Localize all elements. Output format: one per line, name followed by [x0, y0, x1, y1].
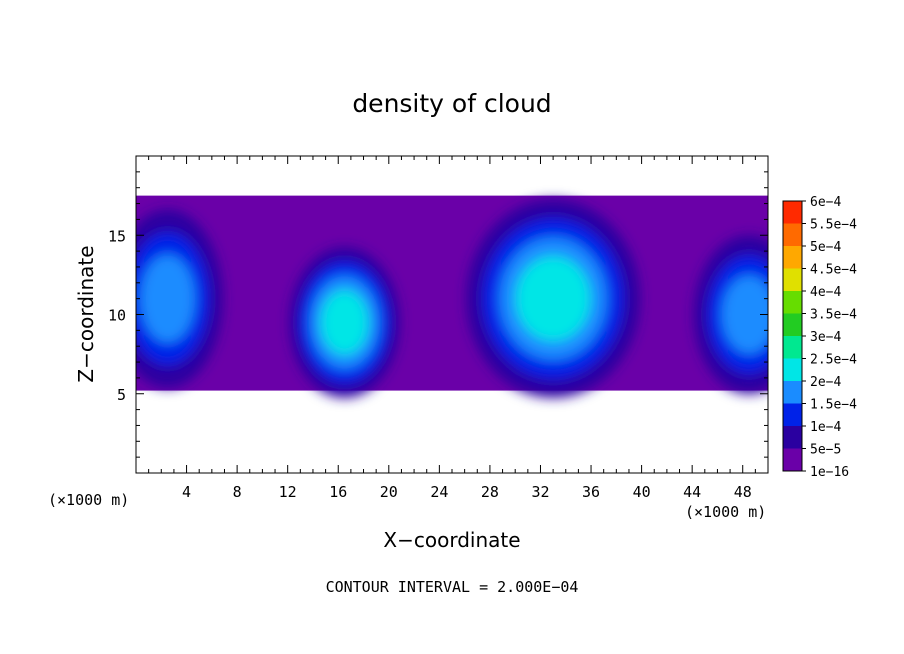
y-tick-label: 10	[108, 307, 126, 325]
x-unit-left: (×1000 m)	[48, 491, 129, 509]
chart-title: density of cloud	[352, 89, 551, 118]
colorbar-swatch	[783, 336, 802, 359]
colorbar-swatch	[783, 223, 802, 246]
cloud-cell-4	[693, 235, 768, 394]
cloud-cell-1	[136, 209, 223, 388]
colorbar-label: 2.5e−4	[810, 353, 857, 368]
colorbar-swatch	[783, 358, 802, 381]
colorbar-label: 4.5e−4	[810, 263, 857, 278]
cloud-layer	[136, 195, 768, 391]
colorbar-swatch	[783, 268, 802, 291]
x-tick-label: 24	[430, 483, 448, 501]
x-tick-label: 44	[683, 483, 701, 501]
colorbar-swatch	[783, 313, 802, 336]
colorbar-label: 3.5e−4	[810, 308, 857, 323]
colorbar-label: 3e−4	[810, 330, 841, 345]
colorbar-label: 5.5e−4	[810, 218, 857, 233]
colorbar-swatch	[783, 246, 802, 269]
y-axis-label: Z−coordinate	[74, 245, 98, 382]
colorbar-label: 5e−4	[810, 240, 841, 255]
colorbar-swatch	[783, 426, 802, 449]
x-tick-label: 20	[380, 483, 398, 501]
colorbar-label: 1.5e−4	[810, 398, 857, 413]
y-tick-label: 15	[108, 227, 126, 245]
colorbar-label: 6e−4	[810, 195, 841, 210]
colorbar-label: 5e−5	[810, 443, 841, 458]
x-tick-label: 28	[481, 483, 499, 501]
x-tick-label: 4	[182, 483, 191, 501]
colorbar-label: 2e−4	[810, 375, 841, 390]
colorbar-swatch	[783, 381, 802, 404]
x-tick-label: 12	[279, 483, 297, 501]
colorbar-label: 4e−4	[810, 285, 841, 300]
colorbar: 1e−16 5e−5 1e−4 1.5e−4 2e−4 2.5e−4 3e−4 3.5e−4 4…	[782, 195, 857, 480]
colorbar-label: 1e−16	[810, 465, 849, 480]
contour-interval-footer: CONTOUR INTERVAL = 2.000E−04	[326, 578, 579, 596]
colorbar-swatch	[783, 448, 802, 471]
x-tick-label: 48	[734, 483, 752, 501]
colorbar-swatch	[783, 291, 802, 314]
x-tick-label: 36	[582, 483, 600, 501]
cloud-cell-3	[466, 199, 641, 398]
density-field	[136, 195, 768, 398]
colorbar-label: 1e−4	[810, 420, 841, 435]
x-tick-label: 40	[633, 483, 651, 501]
cloud-cell-2	[289, 247, 400, 398]
x-tick-label: 16	[329, 483, 347, 501]
x-tick-label: 32	[531, 483, 549, 501]
colorbar-swatch	[783, 403, 802, 426]
x-axis-label: X−coordinate	[383, 528, 520, 552]
x-unit-right: (×1000 m)	[685, 503, 766, 521]
colorbar-swatch	[783, 201, 802, 224]
x-tick-label: 8	[233, 483, 242, 501]
y-tick-label: 5	[117, 386, 126, 404]
